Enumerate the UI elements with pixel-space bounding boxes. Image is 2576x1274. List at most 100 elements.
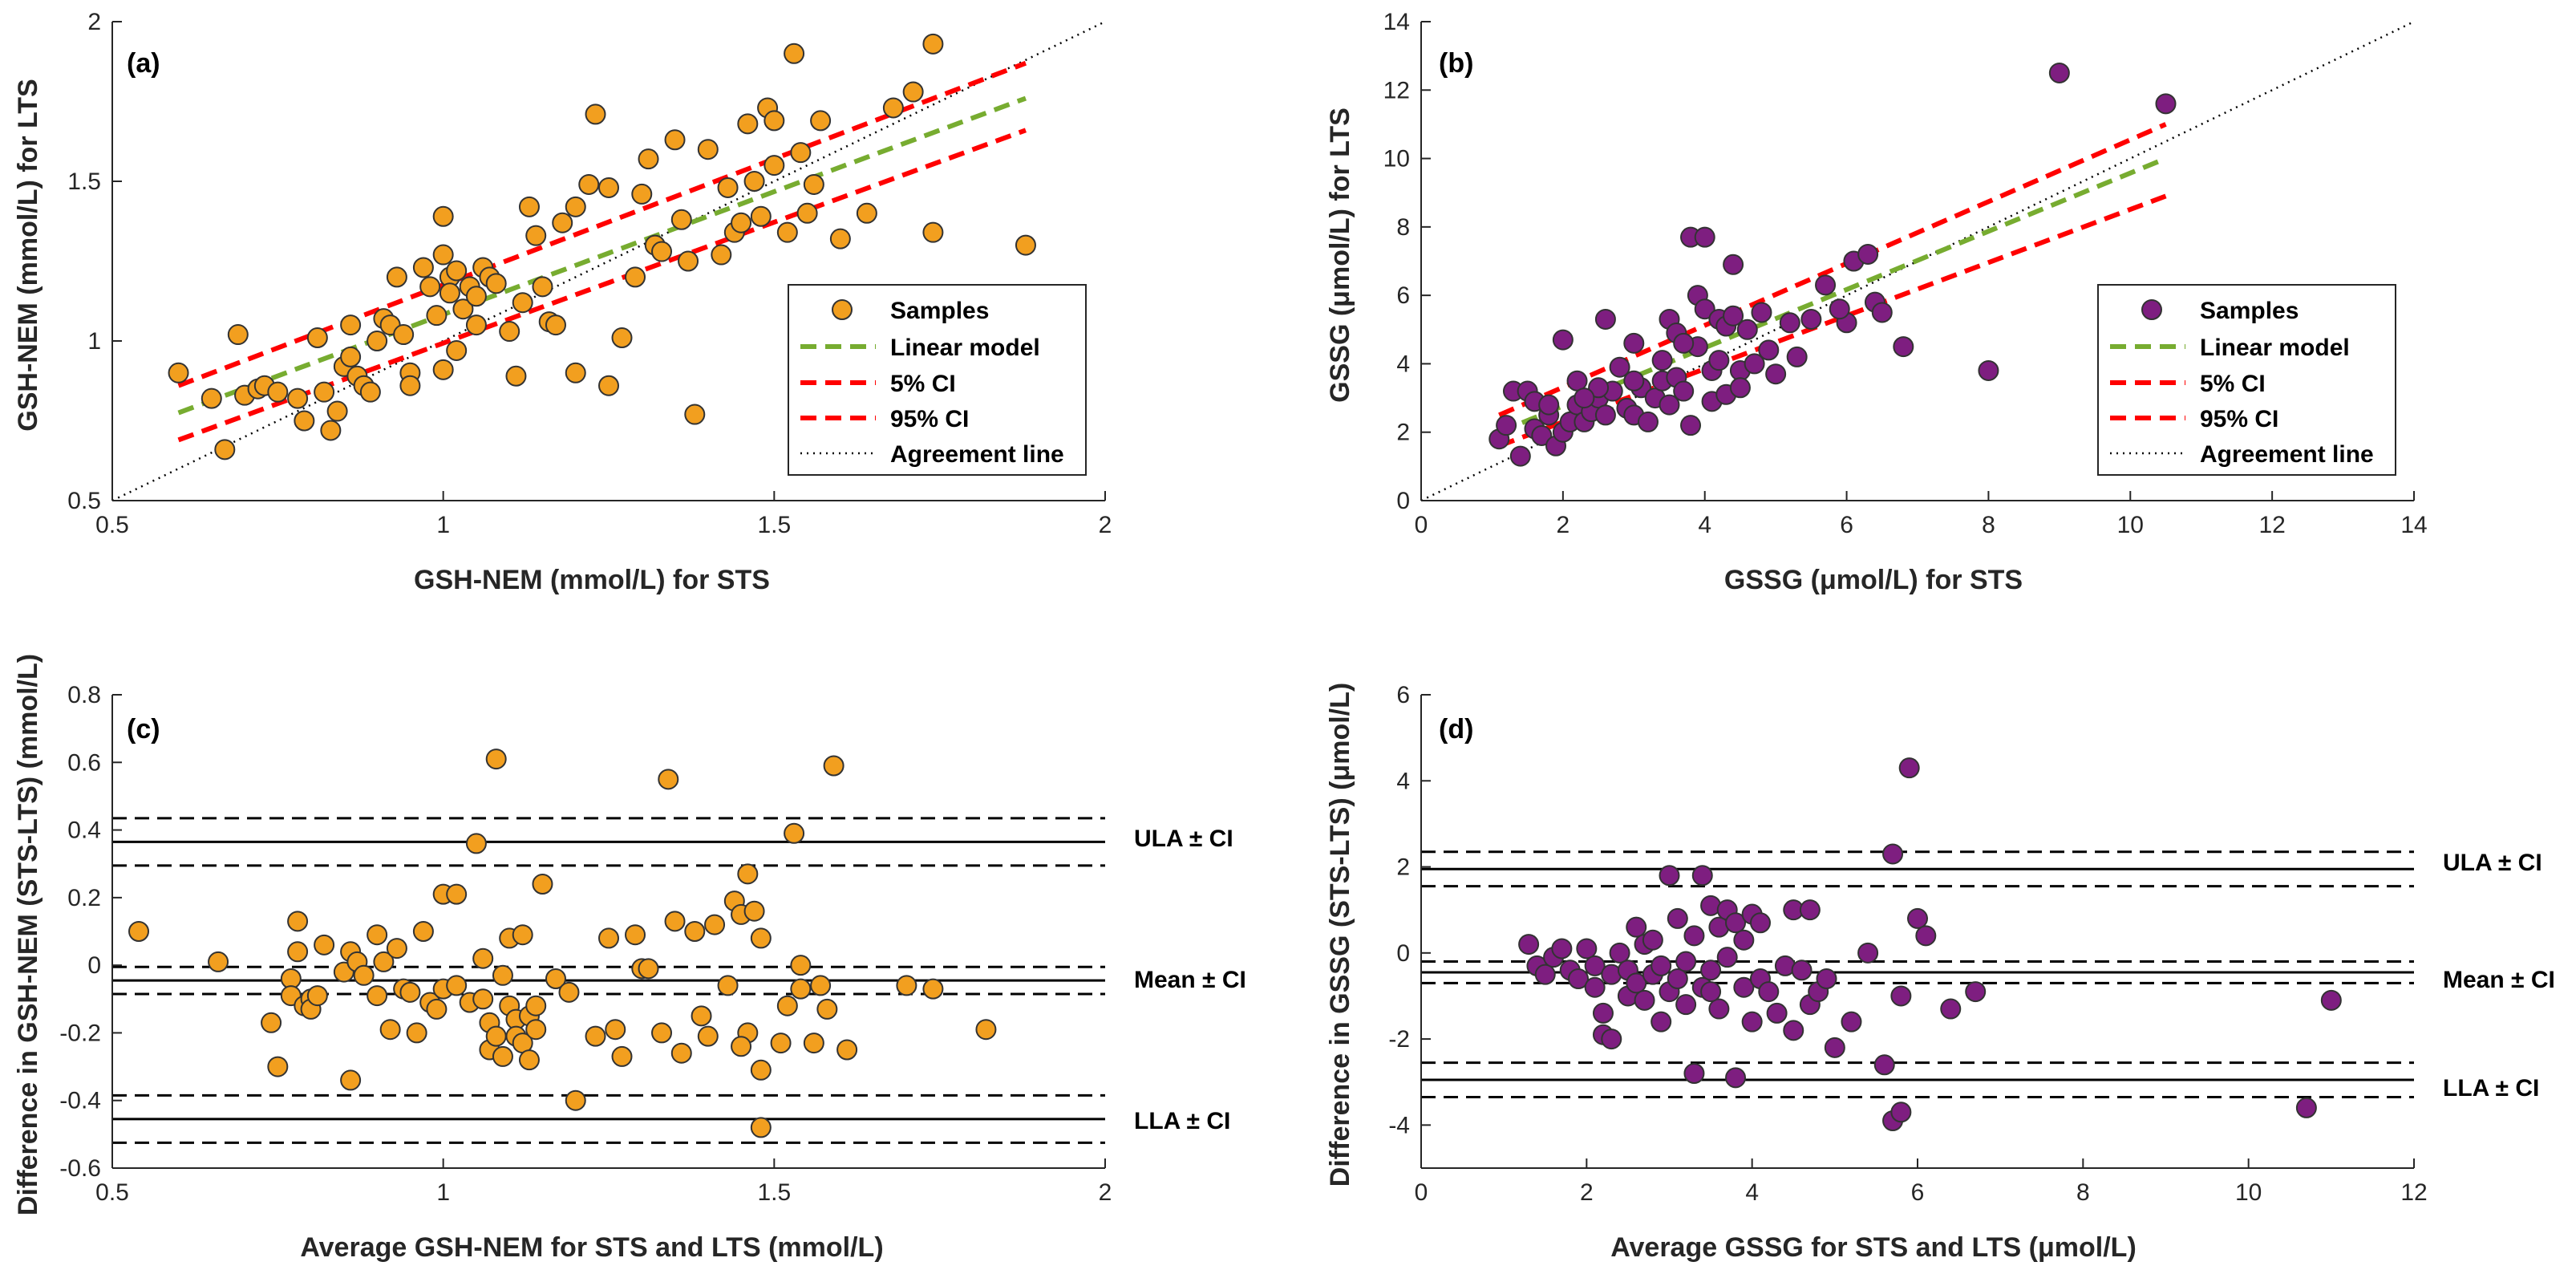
panel-a-y-tick-label: 1 [87,328,101,355]
panel-c-ula-label: ULA ± CI [1134,826,1233,852]
panel-b-x-tick-label: 2 [1557,512,1570,538]
panel-d-x-tick-label: 0 [1415,1179,1428,1206]
panel-d-data-point [1626,972,1647,994]
panel-b-data-point [1673,380,1695,402]
panel-d-data-point [1890,985,1912,1007]
panel-c-data-point [598,927,619,949]
panel-c-data-point [485,749,507,770]
panel-a-x-tick-label: 1 [436,512,450,538]
panel-d-data-point [1882,843,1904,865]
panel-b-legend-ci5: 5% CI [2200,371,2266,397]
panel-a-y-axis-label: GSH-NEM (mmol/L) for LTS [13,79,43,431]
panel-a-data-point [763,110,785,132]
panel-b-data-point [1723,254,1744,275]
panel-d-data-point [1841,1011,1862,1033]
panel-b-y-tick-label: 10 [1383,146,1410,172]
panel-d-y-tick-label: 2 [1396,854,1410,881]
panel-c-data-point [651,1022,673,1044]
panel-d-data-point [1576,938,1598,960]
panel-a-data-point [731,212,752,233]
panel-c-plot-area [112,749,1105,1144]
panel-a-data-point [367,331,388,351]
panel-c-y-tick-label: 0.8 [67,682,101,708]
panel-b-y-axis-label: GSSG (μmol/L) for LTS [1325,108,1355,403]
panel-d-data-point [1816,968,1837,989]
panel-d-data-point [1675,994,1697,1016]
panel-b-y-tick-label: 6 [1396,282,1410,309]
panel-d-data-point [1568,968,1590,989]
panel-a-data-point [651,241,673,262]
panel-c-data-point [664,911,686,932]
panel-d-data-point [1940,998,1962,1020]
panel-b-data-point [1829,298,1850,320]
panel-a-legend-ci95: 95% CI [890,406,969,432]
panel-b-data-point [1538,394,1560,416]
panel-d-data-point [1749,912,1771,934]
panel-b-data-point [1744,353,1765,375]
panel-b-data-point [1800,308,1822,330]
panel-d-data-point [1609,942,1630,964]
panel-d-mean-label: Mean ± CI [2443,967,2555,993]
panel-c-data-point [287,941,309,963]
panel-d-lla-label: LLA ± CI [2443,1075,2539,1102]
panel-a-data-point [678,250,699,272]
panel-a-data-point [287,387,309,409]
panel-a-data-point [227,324,249,346]
panel-b-y-tick-label: 0 [1396,488,1410,514]
panel-a-data-point [717,176,739,198]
panel-c-data-point [446,883,468,905]
panel-a-data-point [565,362,586,383]
panel-a-data-point [340,346,362,367]
panel-d-data-point [1741,1011,1763,1033]
panel-d-data-point [1716,947,1738,968]
panel-b-x-tick-label: 4 [1698,512,1711,538]
panel-b-data-point [1659,394,1680,416]
panel-a-data-point [306,327,328,349]
panel-d-y-axis-label: Difference in GSSG (STS-LTS) (μmol/L) [1325,683,1355,1187]
panel-d-data-point [1700,960,1722,981]
panel-d-data-point [1873,1054,1895,1076]
panel-b-data-point [1623,370,1645,392]
panel-d: (d) Average GSSG for STS and LTS (μmol/L… [1325,682,2555,1263]
panel-a-data-point [545,314,566,336]
panel-b-ci95-line [1498,122,2167,418]
panel-d-data-point [1642,929,1663,951]
panel-d-data-point [1534,964,1556,985]
panel-c-data-point [896,975,917,996]
panel-a-data-point [750,205,772,227]
panel-b-data-point [1594,308,1616,330]
panel-d-data-point [1651,955,1672,976]
panel-c-data-point [638,958,659,980]
panel-d-data-point [1683,925,1705,947]
panel-a-data-point [446,260,468,282]
panel-a-y-tick-label: 1.5 [67,168,101,195]
panel-c-data-point [731,1036,752,1057]
panel-a-data-point [743,171,765,192]
panel-a-data-point [578,173,600,195]
panel-c-data-point [823,755,844,777]
panel-a-data-point [638,148,659,170]
panel-c-data-point [565,1089,586,1111]
panel-c-data-point [750,1059,772,1081]
panel-a-data-point [922,33,944,55]
panel-c-data-point [790,955,812,976]
panel-b-x-tick-label: 12 [2258,512,2285,538]
panel-d-y-tick-label: -2 [1388,1026,1410,1053]
panel-c-data-point [670,1042,692,1064]
panel-a-data-point [697,139,719,160]
panel-c-data-point [558,981,580,1003]
panel-d-data-point [1675,951,1697,972]
panel-c-data-point [353,964,375,986]
panel-d-data-point [1708,998,1730,1020]
panel-c-data-point [367,985,388,1007]
panel-c-data-point [810,975,832,996]
panel-c-data-point [691,1005,712,1027]
panel-b-legend-linear-model: Linear model [2200,335,2350,361]
panel-d-data-point [1651,1011,1672,1033]
panel-a-label: (a) [127,48,160,79]
panel-b-data-point [1588,377,1610,399]
panel-a-data-point [598,176,619,198]
panel-a-data-point [803,173,824,195]
panel-b-data-point [1751,302,1772,323]
panel-a-data-point [611,327,633,349]
